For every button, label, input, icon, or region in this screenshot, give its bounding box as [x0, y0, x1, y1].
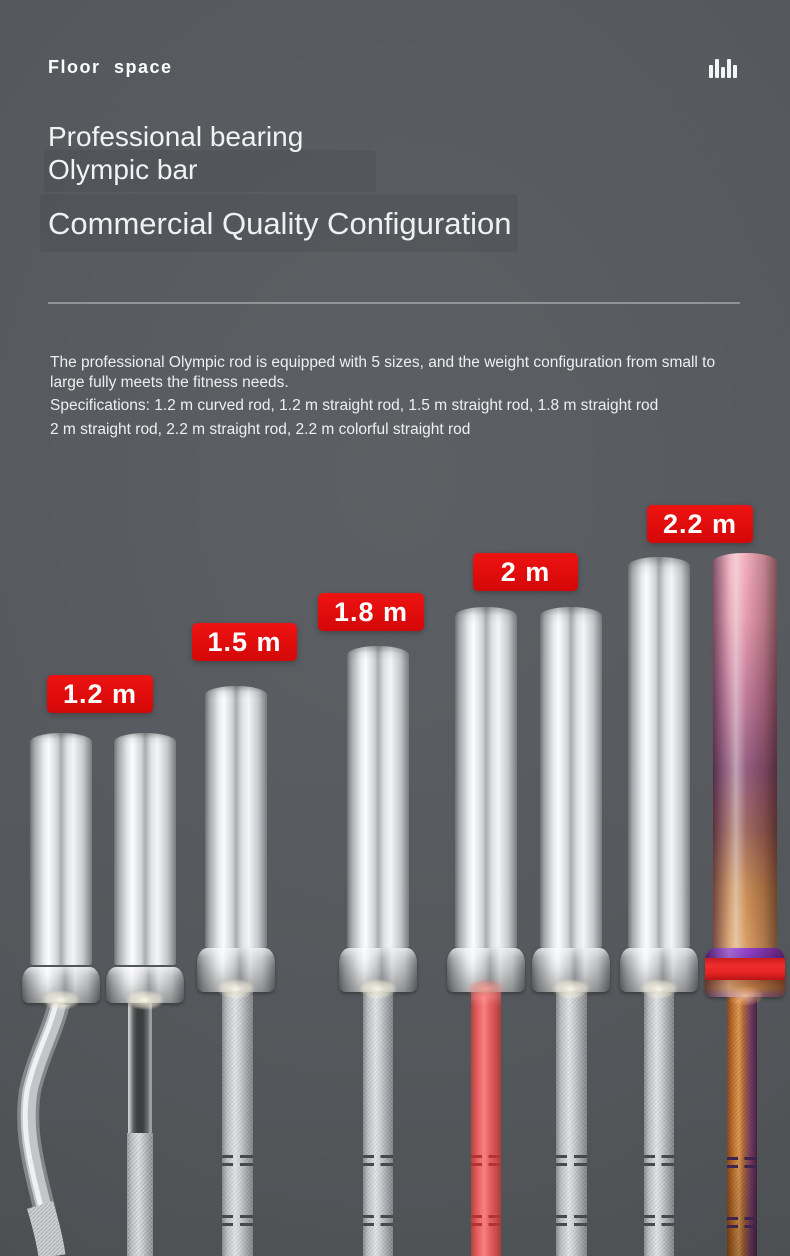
barbell-sleeve — [540, 607, 602, 948]
barbell-sleeve — [114, 733, 176, 965]
barbell-shaft-red — [471, 990, 501, 1256]
shaft-ring-marks — [471, 1215, 501, 1231]
barbell-2-2m — [620, 557, 698, 1256]
barbell-shaft — [128, 1001, 152, 1134]
barbell-shaft — [222, 990, 253, 1256]
title-line-2: Olympic bar — [48, 154, 198, 185]
divider-line — [48, 302, 740, 304]
curved-shaft — [17, 1003, 70, 1256]
barbell-2m-red-shaft — [447, 607, 525, 1256]
barbell-sleeve — [347, 646, 409, 948]
size-badge-2m: 2 m — [473, 553, 578, 591]
barbell-collar — [339, 948, 417, 992]
barbell-shaft-rainbow — [727, 997, 757, 1256]
size-badge-1-2m: 1.2 m — [47, 675, 153, 713]
shaft-ring-marks — [471, 1155, 501, 1171]
page-subtitle: Commercial Quality Configuration — [48, 206, 512, 241]
barbell-straight-1-2m — [106, 733, 184, 1256]
red-collar-ring — [705, 958, 785, 980]
barbell-sleeve — [30, 733, 92, 965]
specifications-line-2: 2 m straight rod, 2.2 m straight rod, 2.… — [50, 421, 471, 438]
shaft-ring-marks — [556, 1155, 587, 1171]
barbell-shaft — [556, 990, 587, 1256]
barbell-collar — [447, 948, 525, 992]
barbell-sleeve — [205, 686, 267, 948]
barbell-sleeve — [455, 607, 517, 948]
size-badge-1-5m: 1.5 m — [192, 623, 297, 661]
size-badge-1-8m: 1.8 m — [318, 593, 424, 631]
equalizer-bars-icon — [709, 58, 739, 78]
size-badge-2-2m: 2.2 m — [647, 505, 753, 543]
barbell-collar — [620, 948, 698, 992]
barbell-shaft-knurled — [127, 1133, 153, 1256]
barbell-collar — [22, 967, 100, 1003]
barbell-1-5m — [197, 686, 275, 1256]
page-title: Professional bearing Olympic bar — [48, 120, 303, 186]
barbell-shaft — [644, 990, 674, 1256]
shaft-ring-marks — [222, 1215, 253, 1231]
barbell-collar — [197, 948, 275, 992]
barbell-sleeve — [628, 557, 690, 948]
barbell-2m — [532, 607, 610, 1256]
shaft-ring-marks — [363, 1155, 393, 1171]
barbell-1-8m — [339, 646, 417, 1256]
shaft-ring-marks — [222, 1155, 253, 1171]
barbell-shaft — [363, 990, 393, 1256]
shaft-ring-marks — [644, 1155, 674, 1171]
barbell-collar-rainbow — [705, 948, 785, 997]
shaft-ring-marks — [556, 1215, 587, 1231]
shaft-ring-marks — [727, 1217, 757, 1233]
barbell-collar — [532, 948, 610, 992]
barbell-2-2m-colorful — [705, 553, 785, 1256]
subtitle-shadow-box — [40, 194, 518, 252]
brand-logo-text: Floor space — [48, 57, 173, 77]
shaft-ring-marks — [644, 1215, 674, 1231]
specifications-line-1: Specifications: 1.2 m curved rod, 1.2 m … — [50, 397, 659, 414]
title-line-1: Professional bearing — [48, 121, 304, 152]
shaft-ring-marks — [363, 1215, 393, 1231]
shaft-ring-marks — [727, 1157, 757, 1173]
title-shadow-box — [44, 150, 376, 192]
barbell-sleeve-rainbow — [713, 553, 777, 948]
barbell-collar — [106, 967, 184, 1003]
intro-text: The professional Olympic rod is equipped… — [50, 354, 716, 391]
